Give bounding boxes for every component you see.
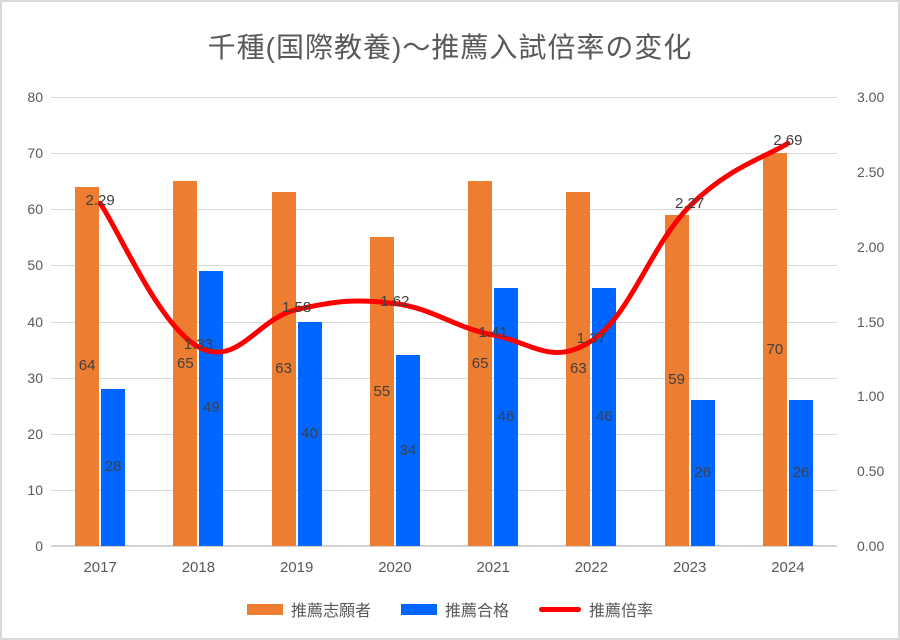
h-gridline bbox=[51, 265, 837, 267]
bar-accepted-2024 bbox=[788, 400, 813, 546]
h-gridline bbox=[51, 97, 837, 98]
bar-accepted-2023 bbox=[690, 400, 715, 546]
chart-title: 千種(国際教養)～推薦入試倍率の変化 bbox=[207, 32, 693, 63]
right-axis-tick: 3.00 bbox=[857, 89, 885, 105]
right-axis-tick: 0.50 bbox=[857, 463, 885, 480]
x-axis-tick-2023: 2023 bbox=[672, 559, 707, 576]
legend-item-accepted: 推薦合格 bbox=[400, 597, 509, 621]
bar-label-applicants-2022: 63 bbox=[570, 360, 587, 378]
bar-label-applicants-2018: 65 bbox=[177, 354, 194, 372]
chart-legend: 推薦志願者 推薦合格 推薦倍率 bbox=[2, 596, 898, 622]
left-axis-tick: 60 bbox=[27, 201, 43, 218]
left-axis-tick: 20 bbox=[27, 425, 43, 442]
line-label-ratio-2018: 1.33 bbox=[183, 335, 213, 353]
left-axis-tick: 80 bbox=[27, 89, 43, 105]
bar-label-applicants-2024: 70 bbox=[766, 340, 784, 358]
bar-label-applicants-2020: 55 bbox=[373, 382, 391, 400]
right-axis-tick: 2.50 bbox=[857, 163, 885, 180]
h-gridline bbox=[51, 489, 837, 491]
bar-label-applicants-2023: 59 bbox=[668, 371, 685, 389]
line-label-ratio-2020: 1.62 bbox=[380, 292, 410, 310]
x-axis-tick-2018: 2018 bbox=[181, 559, 216, 576]
x-axis-tick-2020: 2020 bbox=[378, 559, 412, 576]
right-axis-tick: 1.50 bbox=[857, 313, 885, 330]
line-label-ratio-2021: 1.41 bbox=[478, 323, 508, 341]
h-gridline bbox=[51, 377, 837, 379]
legend-item-applicants: 推薦志願者 bbox=[246, 597, 371, 621]
legend-label-applicants: 推薦志願者 bbox=[290, 603, 371, 620]
bar-label-accepted-2018: 49 bbox=[203, 399, 220, 417]
left-axis-tick: 0 bbox=[35, 538, 43, 554]
line-label-ratio-2024: 2.69 bbox=[773, 132, 803, 150]
bar-label-accepted-2024: 26 bbox=[792, 464, 810, 482]
bar-label-applicants-2021: 65 bbox=[471, 354, 489, 372]
bar-label-applicants-2019: 63 bbox=[275, 360, 292, 378]
right-axis-tick: 0.00 bbox=[857, 538, 885, 554]
left-axis-tick: 40 bbox=[27, 313, 43, 330]
line-label-ratio-2023: 2.27 bbox=[675, 195, 705, 213]
line-label-ratio-2019: 1.58 bbox=[282, 298, 312, 316]
left-axis-tick: 70 bbox=[27, 145, 43, 162]
bar-label-accepted-2021: 46 bbox=[497, 407, 515, 425]
legend-item-ratio: 推薦倍率 bbox=[539, 597, 653, 621]
legend-label-accepted: 推薦合格 bbox=[444, 603, 509, 620]
bar-applicants-2017 bbox=[75, 186, 100, 546]
bar-label-accepted-2022: 46 bbox=[596, 407, 613, 425]
left-axis-tick: 10 bbox=[27, 481, 43, 498]
right-axis-tick: 2.00 bbox=[857, 238, 885, 255]
x-axis-tick-2017: 2017 bbox=[83, 559, 117, 576]
bar-label-accepted-2023: 26 bbox=[694, 464, 711, 482]
bar-label-accepted-2020: 34 bbox=[399, 441, 417, 459]
line-label-ratio-2017: 2.29 bbox=[85, 192, 115, 210]
x-axis-tick-2022: 2022 bbox=[574, 559, 609, 576]
h-gridline bbox=[51, 433, 837, 435]
line-label-ratio-2022: 1.37 bbox=[576, 329, 606, 347]
bar-label-accepted-2019: 40 bbox=[301, 424, 318, 442]
bar-accepted-2020 bbox=[395, 355, 420, 546]
right-axis-tick: 1.00 bbox=[857, 388, 885, 405]
bar-accepted-2019 bbox=[297, 321, 322, 546]
left-axis-tick: 50 bbox=[27, 257, 43, 274]
legend-ratio-swatch-icon bbox=[539, 606, 581, 612]
legend-label-ratio: 推薦倍率 bbox=[589, 603, 654, 620]
x-axis-line bbox=[51, 545, 837, 547]
legend-accepted-swatch-icon bbox=[400, 603, 437, 615]
h-gridline bbox=[51, 321, 837, 323]
x-axis-tick-2024: 2024 bbox=[771, 559, 805, 576]
bar-label-applicants-2017: 64 bbox=[78, 357, 96, 375]
x-axis-tick-2021: 2021 bbox=[476, 559, 510, 576]
h-gridline bbox=[51, 209, 837, 211]
h-gridline bbox=[51, 153, 837, 155]
x-axis-tick-2019: 2019 bbox=[279, 559, 314, 576]
left-axis-tick: 30 bbox=[27, 369, 43, 386]
bar-accepted-2017 bbox=[101, 388, 126, 546]
legend-applicants-swatch-icon bbox=[246, 603, 283, 615]
bar-label-accepted-2017: 28 bbox=[104, 458, 122, 476]
